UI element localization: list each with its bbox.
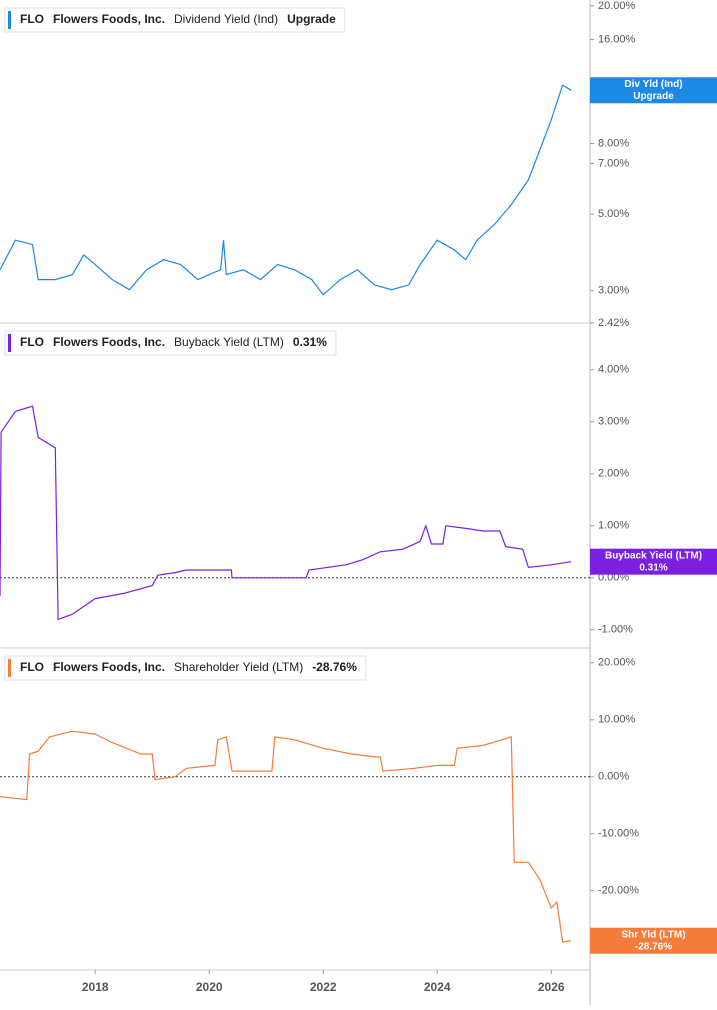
legend-box: [4, 330, 337, 356]
value-tag: [590, 77, 717, 104]
value-tag-text: -28.76%: [635, 941, 672, 952]
y-tick-label: 7.00%: [598, 157, 629, 169]
x-tick-label: 2022: [310, 980, 337, 994]
legend: FLO Flowers Foods, Inc. Dividend Yield (In…: [4, 7, 346, 33]
y-tick-label: 2.00%: [598, 468, 629, 480]
legend-text: Flowers Foods, Inc.: [53, 335, 165, 349]
y-tick-label: 20.00%: [598, 657, 636, 669]
y-tick-label: 16.00%: [598, 33, 636, 45]
legend: FLO Flowers Foods, Inc. Shareholder Yield …: [4, 655, 367, 681]
legend-text: Upgrade: [287, 12, 336, 26]
value-tag-text: Div Yld (Ind): [624, 79, 682, 90]
legend-text: FLO: [20, 335, 44, 349]
x-tick-label: 2018: [82, 980, 109, 994]
x-tick-label: 2020: [196, 980, 223, 994]
legend-box: [4, 7, 346, 33]
y-tick-label: 20.00%: [598, 0, 636, 12]
value-tag-text: Shr Yld (LTM): [621, 929, 685, 940]
y-tick-label: -20.00%: [598, 885, 639, 897]
legend-text: Shareholder Yield (LTM): [174, 660, 303, 674]
legend-text: FLO: [20, 12, 44, 26]
legend-swatch: [8, 334, 11, 352]
series-line: [0, 730, 572, 943]
legend-text: Flowers Foods, Inc.: [53, 12, 165, 26]
series-line: [0, 405, 572, 621]
legend-text: 0.31%: [293, 335, 327, 349]
value-tag: [590, 548, 717, 575]
legend-box: [4, 655, 367, 681]
y-tick-label: 10.00%: [598, 714, 636, 726]
y-tick-label: -1.00%: [598, 624, 633, 636]
y-tick-label: 3.00%: [598, 416, 629, 428]
legend: FLO Flowers Foods, Inc. Buyback Yield (LTM…: [4, 330, 337, 356]
y-tick-label: 4.00%: [598, 364, 629, 376]
y-tick-label: 8.00%: [598, 137, 629, 149]
y-tick-label: -10.00%: [598, 828, 639, 840]
y-tick-label: 2.42%: [598, 317, 629, 329]
y-tick-label: 1.00%: [598, 520, 629, 532]
legend-text: FLO: [20, 660, 44, 674]
legend-text: Buyback Yield (LTM): [174, 335, 284, 349]
y-tick-label: 0.00%: [598, 572, 629, 584]
y-tick-label: 3.00%: [598, 285, 629, 297]
series-line: [0, 84, 572, 296]
value-tag: [590, 927, 717, 954]
value-tag-text: Upgrade: [633, 91, 674, 102]
legend-text: -28.76%: [312, 660, 357, 674]
y-tick-label: 0.00%: [598, 771, 629, 783]
value-tag-text: Buyback Yield (LTM): [605, 550, 702, 561]
y-tick-label: 5.00%: [598, 208, 629, 220]
x-tick-label: 2024: [424, 980, 451, 994]
legend-swatch: [8, 659, 11, 677]
value-tag-text: 0.31%: [639, 562, 667, 573]
legend-text: Dividend Yield (Ind): [174, 12, 278, 26]
legend-swatch: [8, 11, 11, 29]
legend-text: Flowers Foods, Inc.: [53, 660, 165, 674]
x-tick-label: 2026: [538, 980, 565, 994]
